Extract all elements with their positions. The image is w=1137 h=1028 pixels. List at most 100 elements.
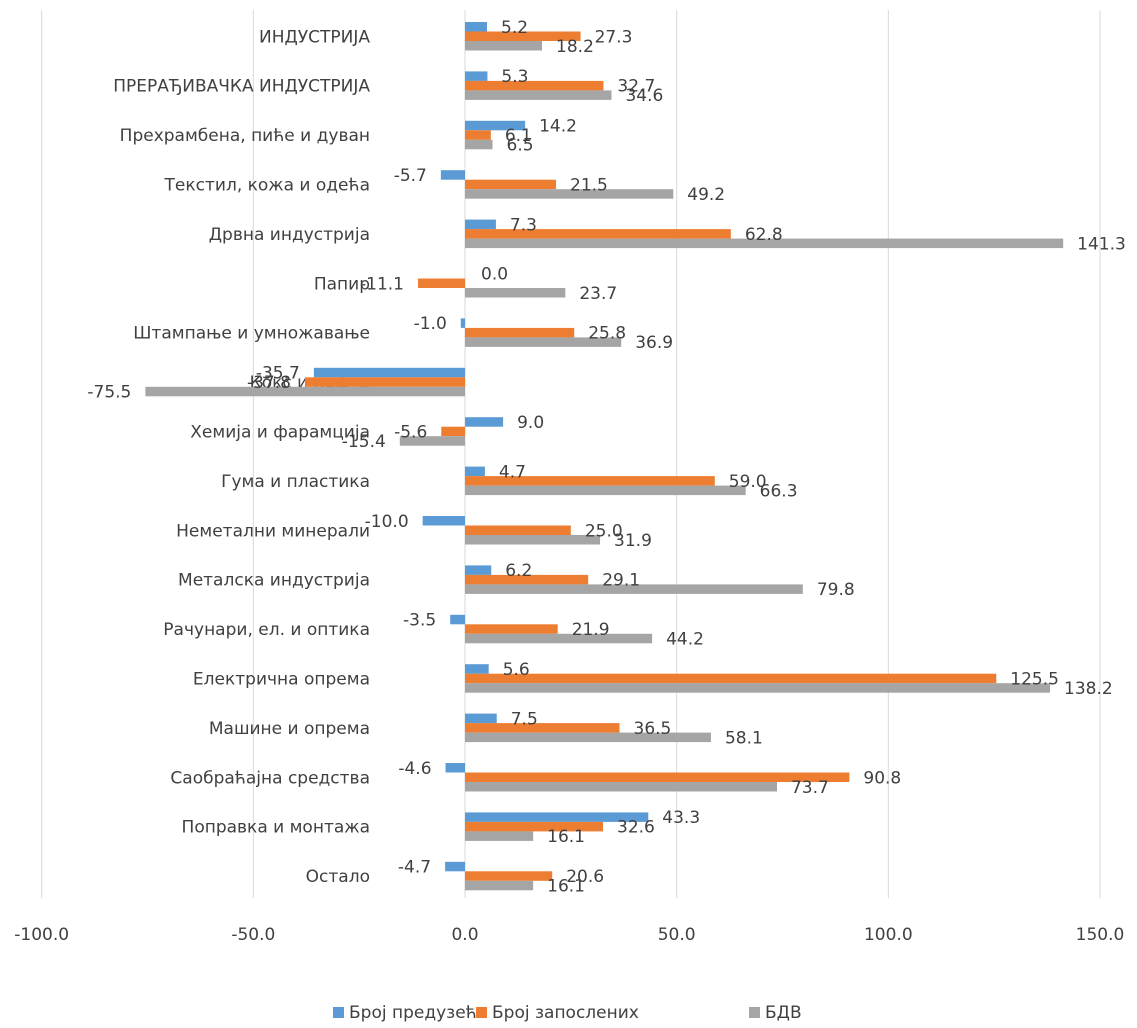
- bar: [465, 90, 612, 100]
- bar: [422, 516, 465, 526]
- data-label: 66.3: [760, 481, 798, 501]
- category-label: Штампање и умножавање: [133, 324, 370, 344]
- data-label: 90.8: [863, 768, 901, 788]
- data-label: 43.3: [662, 808, 700, 828]
- legend: Број предузећа Број запослених БДВ: [333, 1003, 802, 1023]
- bar: [465, 723, 620, 733]
- category-label: Папир: [314, 274, 370, 294]
- bar: [304, 377, 465, 387]
- bar: [465, 130, 491, 140]
- category-label: Машине и опрема: [209, 719, 370, 739]
- data-label: 5.6: [503, 660, 530, 680]
- bar: [399, 436, 465, 446]
- category-label: Поправка и монтажа: [182, 818, 370, 838]
- legend-swatch: [476, 1007, 487, 1018]
- category-label: Дрвна индустрија: [209, 225, 370, 245]
- bar: [465, 782, 777, 792]
- bar: [465, 633, 653, 644]
- bar: [465, 772, 850, 782]
- bar: [465, 821, 604, 832]
- bar: [465, 41, 543, 51]
- legend-label: Број запослених: [492, 1003, 639, 1023]
- legend-label: БДВ: [765, 1003, 802, 1023]
- data-label: 49.2: [687, 185, 725, 205]
- data-label: 29.1: [602, 571, 640, 591]
- bar: [445, 763, 465, 773]
- data-label: 36.5: [634, 719, 672, 739]
- bar: [465, 476, 715, 486]
- bar: [465, 584, 803, 594]
- data-label: 6.1: [505, 126, 532, 146]
- bar: [465, 288, 566, 298]
- bar: [465, 80, 604, 91]
- category-label: Текстил, кожа и одећа: [164, 175, 370, 195]
- data-label: -35.7: [256, 364, 300, 384]
- bar: [450, 614, 465, 625]
- bar: [465, 189, 674, 199]
- data-label: 32.7: [617, 77, 655, 97]
- data-label: -5.7: [394, 166, 427, 186]
- bar: [465, 673, 997, 684]
- data-label: 5.2: [501, 18, 528, 38]
- x-tick-label: 150.0: [1076, 925, 1125, 945]
- bar: [465, 525, 571, 535]
- category-label: ИНДУСТРИЈА: [259, 27, 370, 47]
- data-label: 25.0: [585, 521, 623, 541]
- category-labels: ИНДУСТРИЈА ПРЕРАЂИВАЧКА ИНДУСТРИЈА Прехрам…: [113, 27, 370, 887]
- bar: [465, 713, 497, 724]
- category-label: Рачунари, ел. и оптика: [163, 620, 370, 640]
- data-label: 27.3: [595, 27, 633, 47]
- bar: [418, 278, 465, 288]
- data-label: 59.0: [729, 472, 767, 492]
- bar: [465, 683, 1051, 693]
- bars: [145, 22, 1064, 891]
- data-label: 21.5: [570, 175, 608, 195]
- bar: [441, 426, 465, 437]
- bar: [465, 812, 649, 822]
- bar: [465, 179, 557, 190]
- data-label: 141.3: [1077, 234, 1126, 254]
- data-label: -11.1: [360, 274, 404, 294]
- data-label: -75.5: [87, 383, 131, 403]
- data-label: 79.8: [817, 580, 855, 600]
- bar: [465, 22, 488, 32]
- bar: [465, 139, 493, 150]
- data-label: -4.7: [398, 858, 431, 878]
- data-label: 6.2: [505, 561, 532, 581]
- category-label: Прехрамбена, пиће и дуван: [120, 126, 370, 146]
- gridlines: [41, 10, 1101, 898]
- category-label: Металска индустрија: [178, 571, 370, 591]
- data-label: 44.2: [666, 630, 704, 650]
- category-label: Остало: [306, 867, 370, 887]
- bar: [465, 880, 534, 891]
- bar: [465, 337, 622, 347]
- x-tick-label: -100.0: [14, 925, 69, 945]
- data-label: 18.2: [556, 37, 594, 57]
- bar: [465, 466, 485, 477]
- data-label: 62.8: [745, 225, 783, 245]
- data-label: 23.7: [579, 284, 617, 304]
- x-tick-label: 0.0: [451, 925, 478, 945]
- data-label: 7.5: [511, 709, 538, 729]
- bar: [465, 535, 601, 545]
- data-label: 125.5: [1010, 669, 1059, 689]
- data-label: 32.6: [617, 818, 655, 838]
- bar: [465, 732, 711, 743]
- data-label: 36.9: [635, 333, 673, 353]
- bar: [465, 871, 553, 881]
- legend-swatch: [333, 1007, 344, 1018]
- data-label: 16.1: [547, 827, 585, 847]
- bar: [465, 219, 496, 230]
- data-labels: 5.2 5.3 14.2 -5.7 7.3 -1.0 -35.7 9.0 4.7 -10.0 6.2…: [87, 18, 1125, 897]
- category-label: Електрична опрема: [193, 669, 370, 689]
- bar: [465, 71, 488, 81]
- bar: [465, 624, 558, 634]
- data-label: -5.6: [394, 422, 427, 442]
- data-label: -1.0: [414, 314, 447, 334]
- data-label: 0.0: [481, 264, 508, 284]
- data-label: 16.1: [547, 877, 585, 897]
- legend-label: Број предузећа: [349, 1003, 487, 1023]
- data-label: 14.2: [539, 117, 577, 137]
- data-label: -37.8: [247, 373, 291, 393]
